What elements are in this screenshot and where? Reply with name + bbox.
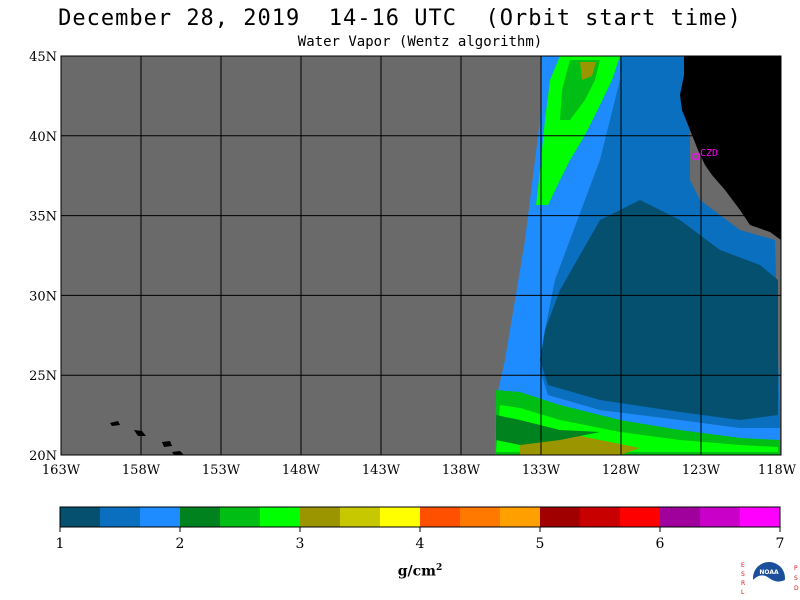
logo-letter: D bbox=[794, 585, 799, 592]
swath-band-dark-blue bbox=[540, 200, 778, 420]
lat-label: 40N bbox=[29, 130, 57, 145]
colorbar-tick-label: 4 bbox=[416, 536, 425, 552]
colorbar-swatch bbox=[420, 507, 460, 527]
colorbar-swatch bbox=[580, 507, 620, 527]
map-subtitle: Water Vapor (Wentz algorithm) bbox=[297, 34, 543, 50]
swath-band-green-north bbox=[536, 56, 620, 205]
colorbar-swatch bbox=[740, 507, 780, 527]
colorbar-swatch bbox=[340, 507, 380, 527]
logo-letter: L bbox=[741, 589, 745, 596]
lon-label: 153W bbox=[202, 463, 241, 478]
logo-letter: S bbox=[741, 571, 745, 578]
colorbar-tick-label: 3 bbox=[296, 536, 305, 552]
colorbar-swatch bbox=[380, 507, 420, 527]
colorbar-swatch bbox=[660, 507, 700, 527]
colorbar-tick-label: 2 bbox=[176, 536, 185, 552]
lat-label: 35N bbox=[29, 210, 57, 225]
lon-label: 123W bbox=[682, 463, 721, 478]
lon-label: 158W bbox=[122, 463, 161, 478]
colorbar-tick-label: 6 bbox=[656, 536, 665, 552]
latitude-labels: 45N 40N 35N 30N 25N 20N bbox=[29, 50, 57, 464]
lon-label: 143W bbox=[362, 463, 401, 478]
lon-label: 128W bbox=[602, 463, 641, 478]
logo-letter: E bbox=[741, 562, 745, 569]
colorbar-swatch bbox=[460, 507, 500, 527]
colorbar-tick-label: 5 bbox=[536, 536, 545, 552]
lat-label: 30N bbox=[29, 289, 57, 304]
lon-label: 138W bbox=[442, 463, 481, 478]
colorbar-swatch bbox=[60, 507, 100, 527]
data-swath bbox=[495, 56, 780, 455]
colorbar-tick-label: 7 bbox=[776, 536, 785, 552]
hawaii-islands bbox=[110, 421, 184, 455]
logo-letter: P bbox=[794, 565, 798, 572]
logo-text: NOAA bbox=[759, 569, 779, 576]
colorbar-swatch bbox=[300, 507, 340, 527]
colorbar-swatch bbox=[180, 507, 220, 527]
map-title: December 28, 2019 14-16 UTC (Orbit start… bbox=[58, 6, 742, 31]
colorbar-swatch bbox=[540, 507, 580, 527]
colorbar-unit: g/cm2 bbox=[397, 563, 443, 580]
colorbar bbox=[59, 506, 781, 528]
marker-label: CZD bbox=[700, 148, 718, 159]
colorbar-swatch bbox=[500, 507, 540, 527]
logo-letter: R bbox=[741, 580, 745, 587]
lon-label: 118W bbox=[758, 463, 797, 478]
colorbar-swatch bbox=[140, 507, 180, 527]
swath-band-darkgreen-south bbox=[496, 415, 600, 445]
colorbar-swatch bbox=[620, 507, 660, 527]
longitude-labels: 163W 158W 153W 148W 143W 138W 133W 128W 123W 118W bbox=[42, 463, 797, 478]
logo-letter: S bbox=[794, 575, 798, 582]
lon-label: 148W bbox=[282, 463, 321, 478]
colorbar-swatch bbox=[100, 507, 140, 527]
north-america-land bbox=[680, 56, 781, 240]
colorbar-tick-label: 1 bbox=[56, 536, 65, 552]
colorbar-swatch bbox=[220, 507, 260, 527]
lat-label: 25N bbox=[29, 369, 57, 384]
colorbar-swatch bbox=[700, 507, 740, 527]
lat-label: 45N bbox=[29, 50, 57, 65]
colorbar-swatch bbox=[260, 507, 300, 527]
colorbar-tick-labels: 1 2 3 4 5 6 7 bbox=[56, 527, 785, 552]
lon-label: 163W bbox=[42, 463, 81, 478]
lat-label: 20N bbox=[29, 449, 57, 464]
site-marker: CZD bbox=[692, 148, 718, 160]
lon-label: 133W bbox=[522, 463, 561, 478]
plot-frame bbox=[60, 55, 782, 456]
swath-band-olive-north bbox=[580, 62, 596, 80]
